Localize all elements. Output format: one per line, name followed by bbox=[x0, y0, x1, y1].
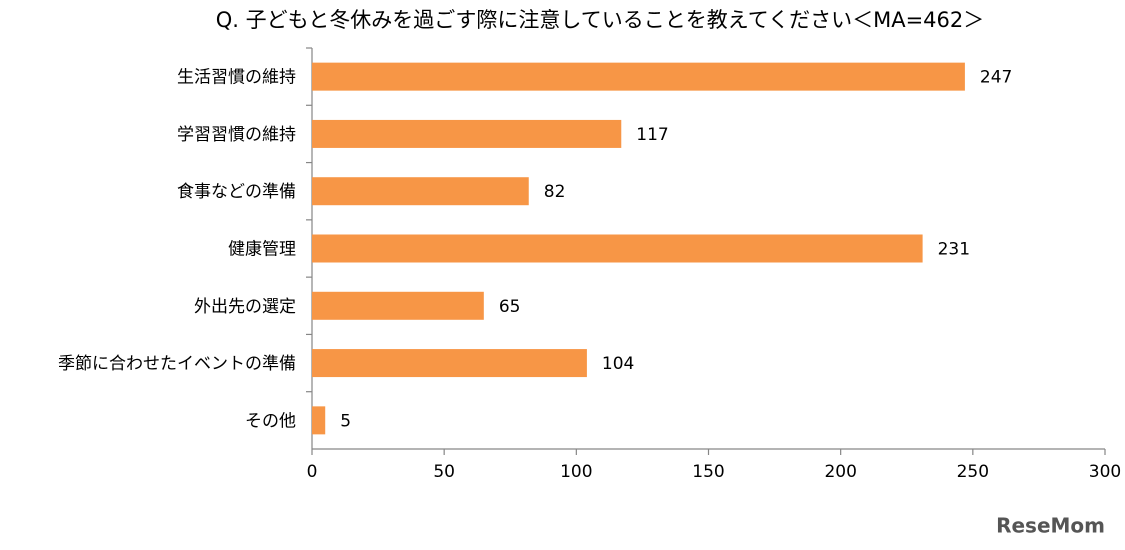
chart-title: Q. 子どもと冬休みを過ごす際に注意していることを教えてください＜MA=462＞ bbox=[216, 8, 985, 32]
x-tick-label: 150 bbox=[692, 462, 724, 482]
y-tick-label: 季節に合わせたイベントの準備 bbox=[58, 354, 296, 374]
bar bbox=[312, 291, 484, 320]
y-tick-label: その他 bbox=[245, 411, 296, 431]
x-tick-label: 100 bbox=[560, 462, 592, 482]
bar bbox=[312, 349, 587, 378]
y-tick-label: 食事などの準備 bbox=[177, 182, 296, 202]
bar bbox=[312, 62, 965, 91]
bar bbox=[312, 234, 923, 263]
data-label: 231 bbox=[938, 240, 970, 260]
x-tick-label: 300 bbox=[1089, 462, 1121, 482]
watermark: ReseMom bbox=[996, 514, 1105, 538]
bar bbox=[312, 119, 622, 148]
y-tick-label: 学習習慣の維持 bbox=[177, 125, 296, 145]
data-label: 247 bbox=[980, 68, 1012, 88]
x-tick-label: 250 bbox=[957, 462, 989, 482]
bar bbox=[312, 406, 326, 435]
x-tick-label: 50 bbox=[433, 462, 455, 482]
data-label: 117 bbox=[636, 125, 668, 145]
data-label: 104 bbox=[602, 354, 634, 374]
x-tick-label: 0 bbox=[307, 462, 318, 482]
data-label: 82 bbox=[544, 182, 566, 202]
data-label: 65 bbox=[499, 297, 521, 317]
x-tick-label: 200 bbox=[824, 462, 856, 482]
y-tick-label: 生活習慣の維持 bbox=[177, 68, 296, 88]
y-tick-label: 健康管理 bbox=[228, 240, 296, 260]
y-tick-label: 外出先の選定 bbox=[194, 297, 296, 317]
bar bbox=[312, 177, 529, 206]
data-label: 5 bbox=[340, 411, 351, 431]
